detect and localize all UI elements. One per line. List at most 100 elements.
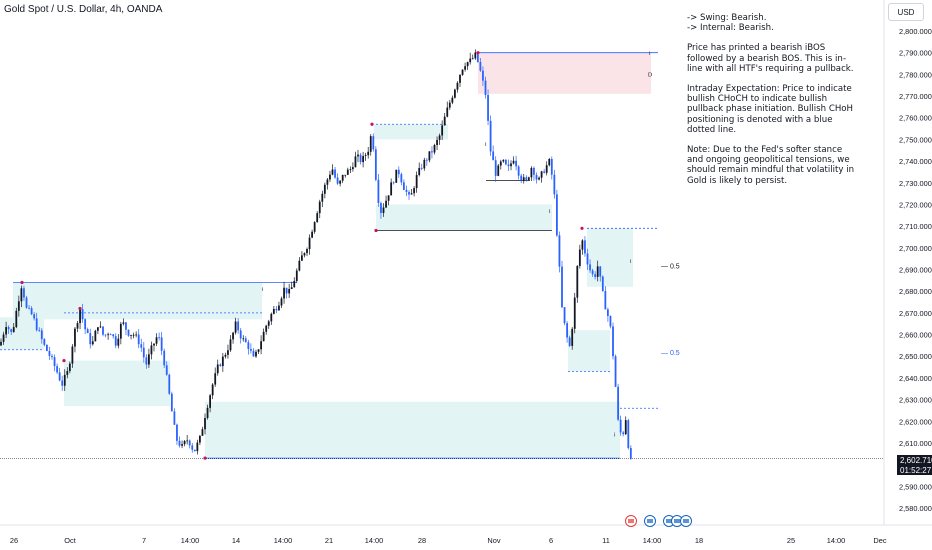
candle-body [566,323,568,338]
candle-body [502,159,505,162]
candle-body [270,313,273,322]
candle-body [181,444,183,446]
candle-body [433,145,436,153]
candle-body [446,107,449,117]
note-paragraph-3: Note: Due to the Fed's softer stance and… [687,145,855,186]
candle-body [499,161,502,166]
swing-note: -> Swing: Bearish. [687,13,767,23]
candle-body [369,136,372,152]
y-tick-label: 2,580.000 [899,504,932,513]
candle-body [359,154,362,163]
x-tick-label: 14 [232,536,240,545]
candle-body [505,159,507,165]
candle-body [573,297,576,329]
chart-grid [0,0,932,526]
candle-body [227,350,229,355]
swing-point-marker [374,228,378,233]
x-tick-label: 25 [787,536,795,545]
candle-body [494,160,497,176]
candle-body [298,260,301,271]
candle-body [474,52,477,59]
candle-body [395,169,398,183]
candle-body [558,235,561,267]
candle-body [221,356,224,367]
candle-body [196,442,199,452]
candle-body [589,264,591,271]
candle-body [117,338,120,346]
swing-point-marker [370,122,374,126]
event-icons[interactable] [625,515,692,527]
candle-body [145,357,148,365]
candle-body [23,288,25,298]
currency-selector[interactable]: USD [888,3,924,21]
candle-body [239,330,242,339]
candle-body [527,177,530,180]
x-axis[interactable]: 26 Oct 7 14:00 14 14:00 21 14:00 28 Nov 6 11 14:00 18… [10,536,887,545]
x-tick-label: 11 [602,536,610,545]
candle-body [563,307,566,324]
analysis-notes: -> Swing: Bearish. -> Internal: Bearish.… [687,13,857,196]
candle-body [176,424,178,441]
candle-body [211,384,214,396]
candle-body [58,372,61,381]
us-flag-icon-glyph [683,519,689,523]
candle-body [97,327,99,331]
candle-body [443,116,446,126]
x-tick-label: 14:00 [365,536,384,545]
x-tick-label: 18 [695,536,703,545]
candle-body [191,445,194,450]
candle-body [20,288,23,302]
y-tick-label: 2,680.000 [899,287,932,296]
candle-body [461,69,464,75]
candle-body [170,393,173,412]
y-tick-label: 2,660.000 [899,331,932,340]
candle-body [362,156,364,163]
fib-label-upper: — 0.5 [661,263,680,270]
candle-body [244,338,247,343]
candle-body [548,158,551,166]
chart-title: Gold Spot / U.S. Dollar, 4h, OANDA [4,4,163,15]
candle-body [497,165,500,176]
candle-body [382,207,385,213]
internal-note: -> Internal: Bearish. [687,23,774,34]
candle-body [130,334,132,336]
lightning-icon-glyph [628,519,634,523]
candle-body [104,334,107,336]
candle-body [492,151,495,161]
candle-body [607,309,609,316]
candle-body [86,329,89,334]
candle-body [339,180,342,184]
y-tick-label: 2,780.000 [899,70,932,79]
y-axis[interactable]: 2,580.0002,590.0002,600.0002,610.0002,62… [899,27,932,513]
candle-body [7,327,10,330]
candle-body [441,125,444,136]
candle-body [451,97,454,103]
candle-body [201,429,204,436]
candle-body [561,266,563,308]
candle-body [586,253,589,265]
y-tick-label: 2,710.000 [899,222,932,231]
candle-body [160,337,163,351]
candle-body [142,347,145,358]
candle-body [428,151,431,161]
candle-body [540,171,543,178]
candle-body [74,328,76,347]
candle-body [112,334,115,337]
candle-body [454,89,456,98]
candle-body [150,345,153,355]
candle-body [341,174,344,181]
candle-body [234,321,237,333]
structure-label: D [648,73,652,79]
demand-zone [374,124,448,140]
candle-body [584,240,586,254]
candle-body [209,395,211,408]
candle-body [137,334,140,345]
y-tick-label: 2,690.000 [899,266,932,275]
candle-body [89,333,92,345]
candle-body [556,194,558,236]
candle-body [295,270,298,281]
candle-body [38,330,41,331]
candle-body [604,291,607,310]
candle-body [76,323,79,329]
